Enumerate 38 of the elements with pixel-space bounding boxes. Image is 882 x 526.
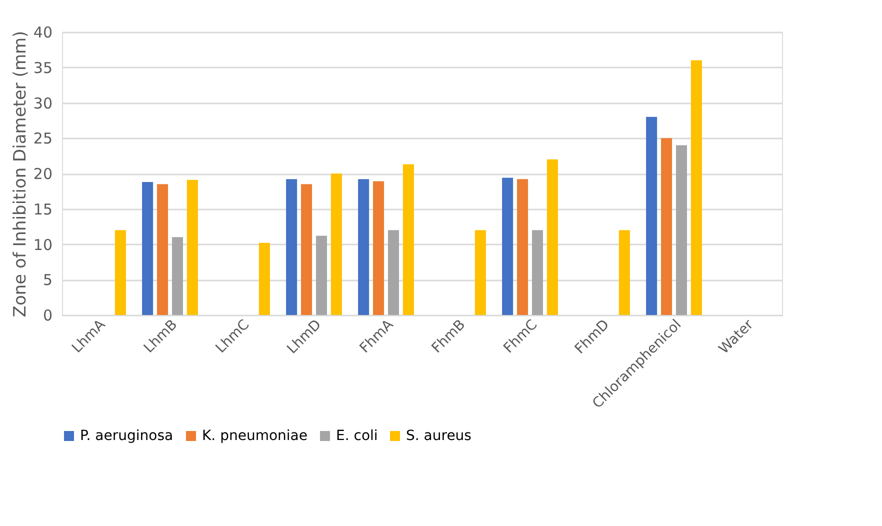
y-tick-label: 40 (33, 24, 52, 42)
y-tick-label: 30 (33, 94, 52, 112)
bar (532, 230, 543, 315)
y-tick-label: 5 (42, 271, 52, 290)
legend-label: K. pneumoniae (202, 428, 308, 444)
bar (142, 182, 154, 315)
bar (172, 237, 183, 315)
bar (301, 184, 312, 315)
y-tick-label: 0 (42, 306, 52, 324)
bar (402, 164, 414, 315)
bar (690, 60, 702, 315)
bar (114, 230, 126, 315)
bar (546, 159, 558, 315)
y-tick-label: 15 (33, 200, 52, 218)
y-axis-title: Zone of Inhibition Diameter (mm) (10, 30, 30, 318)
bar (358, 179, 370, 315)
y-tick-label: 25 (33, 130, 52, 148)
bar (646, 116, 658, 315)
bar (186, 180, 198, 315)
legend-label: S. aureus (406, 428, 472, 444)
y-tick-label: 10 (33, 236, 52, 254)
bar (388, 230, 399, 315)
bar (373, 181, 384, 315)
legend-label: P. aeruginosa (80, 428, 174, 444)
bar (517, 179, 528, 315)
bar (502, 178, 514, 315)
bar (661, 138, 672, 315)
bar (330, 174, 342, 315)
y-tick-label: 20 (33, 165, 52, 183)
y-tick-label: 35 (33, 58, 52, 77)
bar (157, 184, 168, 315)
bar (286, 179, 298, 315)
legend-label: E. coli (336, 428, 378, 444)
bar (316, 236, 327, 315)
bar (676, 145, 687, 315)
bar (258, 242, 270, 315)
bar (474, 230, 486, 315)
bar (618, 230, 630, 315)
